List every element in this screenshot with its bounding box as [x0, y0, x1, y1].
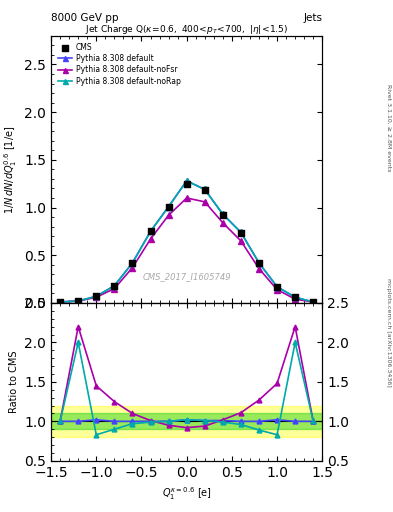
Pythia 8.308 default — [293, 294, 298, 301]
Y-axis label: $1/N\,dN/dQ_1^{0.6}$ [1/e]: $1/N\,dN/dQ_1^{0.6}$ [1/e] — [2, 125, 19, 214]
Pythia 8.308 default — [202, 186, 207, 193]
Pythia 8.308 default-noFsr — [130, 265, 135, 271]
Y-axis label: Ratio to CMS: Ratio to CMS — [9, 351, 19, 413]
Pythia 8.308 default-noFsr — [275, 287, 279, 293]
Pythia 8.308 default — [148, 228, 153, 234]
Pythia 8.308 default — [112, 283, 117, 289]
Pythia 8.308 default-noRap — [130, 260, 135, 266]
CMS — [202, 186, 208, 195]
Pythia 8.308 default-noFsr — [202, 199, 207, 205]
CMS — [310, 298, 316, 306]
CMS — [292, 293, 298, 302]
Pythia 8.308 default-noRap — [166, 204, 171, 210]
Pythia 8.308 default-noRap — [293, 294, 298, 301]
Pythia 8.308 default-noFsr — [76, 298, 81, 304]
Pythia 8.308 default — [257, 260, 261, 266]
CMS — [165, 203, 172, 211]
Pythia 8.308 default-noRap — [220, 211, 225, 217]
CMS — [220, 211, 226, 219]
Pythia 8.308 default-noRap — [184, 178, 189, 184]
Pythia 8.308 default-noRap — [76, 298, 81, 304]
Pythia 8.308 default-noFsr — [58, 299, 62, 305]
Pythia 8.308 default-noRap — [257, 260, 261, 266]
Line: Pythia 8.308 default-noRap: Pythia 8.308 default-noRap — [57, 178, 316, 305]
Pythia 8.308 default-noFsr — [220, 220, 225, 226]
Line: Pythia 8.308 default: Pythia 8.308 default — [57, 178, 316, 305]
Pythia 8.308 default-noFsr — [148, 236, 153, 242]
Pythia 8.308 default-noFsr — [184, 195, 189, 201]
CMS — [147, 227, 154, 236]
Pythia 8.308 default-noRap — [94, 293, 99, 300]
Pythia 8.308 default-noFsr — [112, 286, 117, 292]
Pythia 8.308 default-noFsr — [239, 238, 243, 244]
Bar — [51, 414, 322, 429]
Text: CMS_2017_I1605749: CMS_2017_I1605749 — [142, 272, 231, 282]
Pythia 8.308 default — [311, 299, 316, 305]
Pythia 8.308 default-noFsr — [94, 294, 99, 301]
CMS — [111, 282, 118, 290]
CMS — [256, 259, 262, 267]
Title: Jet Charge Q$(\kappa\!=\!0.6,\ 400\!<\!p_T\!<\!700,\ |\eta|\!<\!1.5)$: Jet Charge Q$(\kappa\!=\!0.6,\ 400\!<\!p… — [85, 23, 288, 36]
CMS — [184, 180, 190, 188]
CMS — [93, 292, 99, 301]
Pythia 8.308 default-noFsr — [311, 299, 316, 305]
Pythia 8.308 default — [130, 260, 135, 266]
Bar — [51, 406, 322, 437]
Text: mcplots.cern.ch [arXiv:1306.3436]: mcplots.cern.ch [arXiv:1306.3436] — [386, 279, 391, 387]
Line: Pythia 8.308 default-noFsr: Pythia 8.308 default-noFsr — [57, 195, 316, 305]
Pythia 8.308 default-noRap — [202, 186, 207, 193]
Pythia 8.308 default-noRap — [148, 228, 153, 234]
CMS — [75, 297, 81, 305]
Pythia 8.308 default-noRap — [58, 299, 62, 305]
CMS — [129, 259, 136, 267]
Pythia 8.308 default-noFsr — [166, 212, 171, 218]
Pythia 8.308 default — [184, 178, 189, 184]
Text: Jets: Jets — [303, 13, 322, 23]
Pythia 8.308 default — [58, 299, 62, 305]
Pythia 8.308 default-noRap — [112, 283, 117, 289]
Pythia 8.308 default — [94, 293, 99, 300]
Pythia 8.308 default — [220, 211, 225, 217]
Pythia 8.308 default — [275, 284, 279, 290]
Pythia 8.308 default-noRap — [275, 284, 279, 290]
Legend: CMS, Pythia 8.308 default, Pythia 8.308 default-noFsr, Pythia 8.308 default-noRa: CMS, Pythia 8.308 default, Pythia 8.308 … — [55, 39, 184, 89]
Pythia 8.308 default — [166, 204, 171, 210]
Pythia 8.308 default — [76, 298, 81, 304]
CMS — [274, 283, 280, 291]
Pythia 8.308 default-noFsr — [257, 266, 261, 272]
Pythia 8.308 default-noFsr — [293, 296, 298, 302]
CMS — [57, 298, 63, 306]
CMS — [238, 229, 244, 238]
Pythia 8.308 default — [239, 229, 243, 236]
Pythia 8.308 default-noRap — [239, 229, 243, 236]
X-axis label: $Q_1^{\kappa=0.6}$ [e]: $Q_1^{\kappa=0.6}$ [e] — [162, 485, 212, 502]
Text: Rivet 3.1.10, ≥ 2.8M events: Rivet 3.1.10, ≥ 2.8M events — [386, 84, 391, 172]
Pythia 8.308 default-noRap — [311, 299, 316, 305]
Text: 8000 GeV pp: 8000 GeV pp — [51, 13, 119, 23]
